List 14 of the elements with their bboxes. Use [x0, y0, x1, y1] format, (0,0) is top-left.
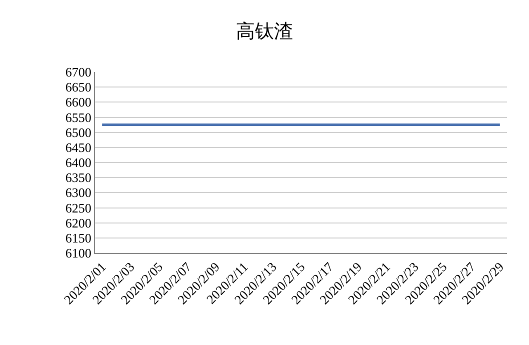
y-tick-label: 6300	[65, 185, 92, 200]
chart-title: 高钛渣	[236, 20, 293, 42]
y-tick-label: 6400	[65, 155, 92, 170]
y-tick-label: 6700	[65, 64, 92, 80]
y-tick-label: 6350	[65, 170, 92, 186]
y-tick-label: 6500	[65, 124, 92, 140]
y-tick-label: 6200	[65, 215, 92, 230]
y-tick-label: 6450	[65, 140, 92, 155]
y-tick-label: 6150	[65, 230, 92, 246]
y-tick-label: 6600	[65, 94, 92, 110]
y-tick-label: 6250	[65, 200, 92, 216]
y-tick-label: 6650	[65, 80, 92, 95]
y-tick-label: 6100	[65, 246, 92, 261]
y-tick-label: 6550	[65, 110, 92, 125]
